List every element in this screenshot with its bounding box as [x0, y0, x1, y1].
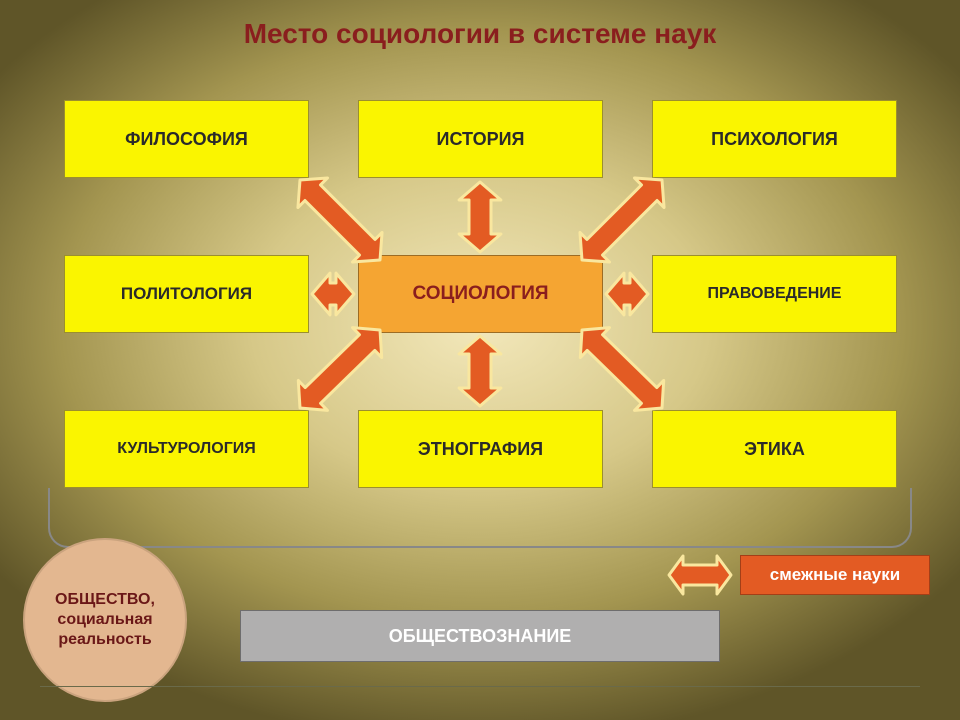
- box-sociology: СОЦИОЛОГИЯ: [358, 255, 603, 333]
- circle-line-3: реальность: [58, 630, 151, 650]
- box-philosophy: ФИЛОСОФИЯ: [64, 100, 309, 178]
- box-law: ПРАВОВЕДЕНИЕ: [652, 255, 897, 333]
- box-ethics: ЭТИКА: [652, 410, 897, 488]
- box-history: ИСТОРИЯ: [358, 100, 603, 178]
- legend-label: смежные науки: [770, 565, 900, 585]
- box-politology: ПОЛИТОЛОГИЯ: [64, 255, 309, 333]
- box-label: ПРАВОВЕДЕНИЕ: [708, 285, 842, 303]
- box-label: ПСИХОЛОГИЯ: [711, 129, 838, 150]
- box-label: ФИЛОСОФИЯ: [125, 129, 248, 150]
- grouping-bracket: [48, 488, 912, 548]
- legend-badge: смежные науки: [740, 555, 930, 595]
- circle-line-2: социальная: [57, 610, 152, 630]
- result-label: ОБЩЕСТВОЗНАНИЕ: [389, 626, 572, 647]
- diagram-stage: Место социологии в системе наук ФИЛОСОФИ…: [0, 0, 960, 720]
- circle-line-1: ОБЩЕСТВО,: [55, 590, 155, 610]
- box-label: КУЛЬТУРОЛОГИЯ: [117, 440, 256, 458]
- result-box: ОБЩЕСТВОЗНАНИЕ: [240, 610, 720, 662]
- box-label: ПОЛИТОЛОГИЯ: [121, 284, 252, 304]
- box-psychology: ПСИХОЛОГИЯ: [652, 100, 897, 178]
- box-label: ЭТИКА: [744, 439, 805, 460]
- society-circle: ОБЩЕСТВО, социальная реальность: [23, 538, 187, 702]
- baseline-rule: [40, 686, 920, 687]
- box-label: ИСТОРИЯ: [437, 129, 525, 150]
- box-ethnography: ЭТНОГРАФИЯ: [358, 410, 603, 488]
- page-title: Место социологии в системе наук: [0, 18, 960, 50]
- box-label: ЭТНОГРАФИЯ: [418, 439, 543, 460]
- box-culturology: КУЛЬТУРОЛОГИЯ: [64, 410, 309, 488]
- box-label: СОЦИОЛОГИЯ: [412, 283, 548, 305]
